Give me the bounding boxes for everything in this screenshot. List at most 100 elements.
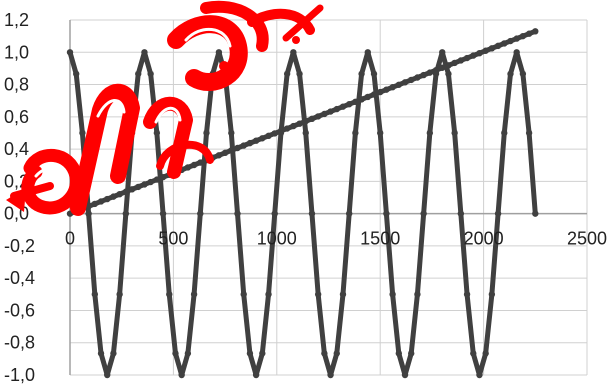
series-0-point-26 [228, 129, 235, 137]
series-0-point-1 [73, 70, 80, 78]
series-0-point-36 [290, 49, 297, 56]
series-0-point-56 [414, 291, 421, 298]
series-1-point-35 [283, 125, 291, 132]
series-1-point-17 [172, 169, 179, 176]
series-0-point-70 [501, 129, 508, 137]
series-0-point-73 [519, 70, 527, 78]
series-0-point-44 [339, 291, 347, 298]
x-tick-label-1: 500 [158, 229, 188, 249]
series-0-point-14 [153, 129, 161, 137]
series-1-point-24 [215, 152, 223, 159]
series-0-point-9 [122, 210, 130, 217]
series-0-point-4 [91, 291, 99, 298]
series-0-point-16 [166, 291, 173, 298]
series-0-point-33 [271, 210, 278, 217]
series-1-point-14 [153, 176, 161, 183]
series-0 [66, 49, 539, 379]
y-tick-label-3: -0,4 [4, 268, 35, 288]
series-1-point-9 [122, 188, 130, 195]
series-0-point-11 [135, 70, 142, 78]
series-0-point-6 [104, 371, 111, 379]
series-1-point-45 [345, 101, 353, 108]
series-1-point-38 [302, 118, 309, 125]
series-0-point-29 [246, 350, 254, 357]
series-1-point-58 [426, 69, 434, 76]
series-0-point-8 [116, 291, 123, 298]
series-0-point-17 [172, 350, 179, 357]
series-1-point-73 [519, 32, 527, 40]
series-1-point-18 [178, 166, 185, 174]
series-0-point-0 [66, 49, 74, 56]
series-1-point-46 [352, 98, 359, 106]
series-1-point-34 [277, 127, 285, 135]
series-1-point-26 [228, 147, 235, 154]
series-0-point-13 [147, 70, 154, 78]
series-0-point-40 [314, 291, 322, 298]
series-1-point-64 [463, 54, 471, 62]
series-0-point-55 [408, 350, 415, 357]
series-1-point-36 [290, 122, 297, 130]
series-1-point-71 [507, 37, 514, 45]
series-1-point-75 [532, 28, 539, 35]
x-tick-label-5: 2500 [567, 229, 607, 249]
series-0-point-15 [159, 210, 167, 217]
series-0-point-32 [265, 291, 272, 298]
series-1-point-50 [377, 88, 384, 96]
series-0-point-30 [252, 371, 260, 379]
series-1-point-25 [221, 149, 229, 157]
series-1-point-54 [401, 79, 409, 86]
series-1-point-55 [408, 76, 415, 84]
x-tick-label-3: 1500 [360, 229, 400, 249]
series-0-point-20 [190, 291, 198, 298]
series-1-point-57 [420, 71, 427, 79]
series-1-point-0 [66, 210, 74, 217]
series-0-point-46 [352, 129, 359, 137]
series-0-point-5 [97, 350, 105, 357]
series-1-point-61 [445, 62, 452, 69]
series-1-point-29 [246, 139, 254, 147]
series-1-point-49 [370, 91, 378, 98]
series-1-line [69, 28, 537, 216]
y-tick-label-9: 0,8 [4, 75, 29, 95]
series-0-point-65 [470, 350, 477, 357]
x-tick-label-4: 2000 [464, 229, 504, 249]
series-1-point-10 [128, 186, 136, 193]
series-0-point-71 [507, 70, 514, 78]
series-0-point-7 [110, 350, 117, 357]
series-0-point-12 [141, 49, 148, 56]
y-tick-label-11: 1,2 [4, 10, 29, 30]
series-1-point-60 [439, 64, 446, 71]
series-1-point-21 [197, 159, 204, 166]
series-0-point-2 [79, 129, 86, 137]
series-0-point-74 [525, 129, 533, 137]
series-0-point-28 [240, 291, 247, 298]
series-1-point-39 [308, 115, 316, 123]
series-1-point-41 [321, 110, 328, 118]
series-1-point-22 [203, 156, 210, 164]
series-0-point-18 [178, 371, 185, 379]
series-1-point-74 [525, 30, 533, 37]
series-0-point-3 [85, 210, 92, 217]
series-1-point-20 [190, 161, 198, 169]
series-1-point-70 [501, 40, 508, 47]
series-1-point-72 [513, 35, 520, 42]
series-1-point-59 [432, 66, 440, 74]
series-1-point-2 [79, 205, 86, 212]
series-0-point-57 [420, 210, 427, 217]
series-0-point-21 [197, 210, 204, 217]
series-0-point-51 [383, 210, 390, 217]
series-1-point-16 [166, 171, 173, 178]
series-1-point-48 [364, 93, 371, 101]
series-0-point-43 [333, 350, 340, 357]
series-0-point-41 [321, 350, 328, 357]
series-0-point-10 [128, 129, 136, 137]
series-1-point-5 [97, 198, 105, 205]
series-0-point-22 [203, 129, 210, 137]
y-tick-label-5: 0,0 [4, 204, 29, 224]
series-0-point-53 [395, 350, 403, 357]
series-0-point-38 [302, 129, 309, 137]
y-tick-label-7: 0,4 [4, 139, 29, 159]
series-1-point-30 [252, 137, 260, 144]
series-0-point-42 [327, 371, 334, 379]
series-1-point-43 [333, 105, 340, 113]
